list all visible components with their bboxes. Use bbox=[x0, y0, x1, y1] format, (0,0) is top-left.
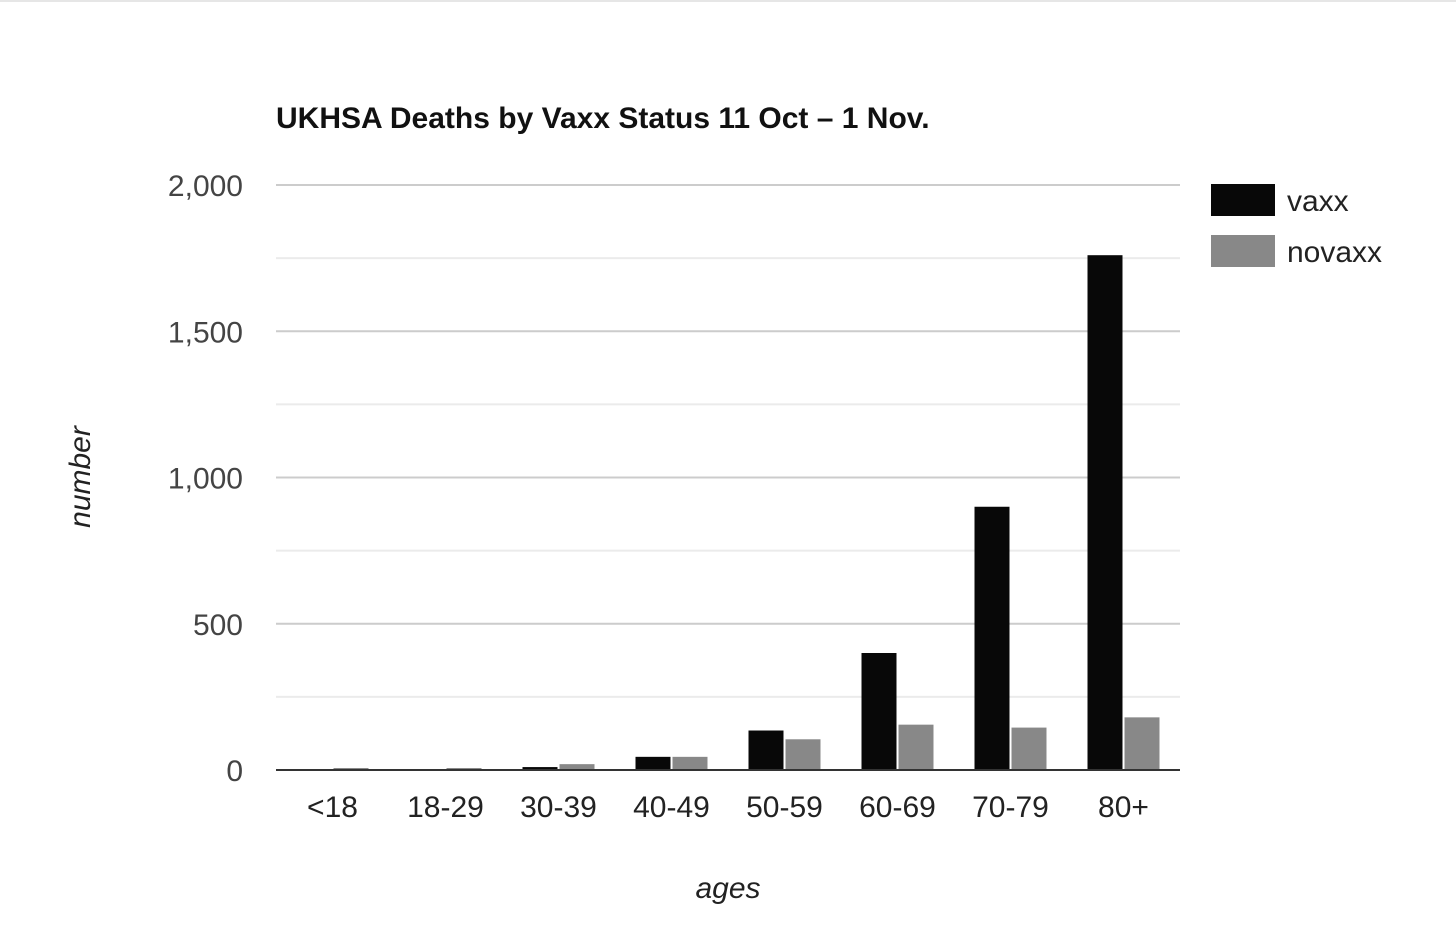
bar-vaxx bbox=[522, 767, 558, 770]
bar-vaxx bbox=[635, 756, 671, 770]
x-tick-labels: <18 18-29 30-39 40-49 50-59 60-69 70-79 80+ bbox=[307, 791, 1149, 824]
x-axis-title: ages bbox=[695, 872, 760, 905]
x-tick-label: 80+ bbox=[1098, 791, 1149, 824]
chart-title: UKHSA Deaths by Vaxx Status 11 Oct – 1 N… bbox=[276, 102, 930, 135]
y-tick-label: 2,000 bbox=[168, 170, 243, 203]
bar-novaxx bbox=[1124, 717, 1160, 770]
bar-novaxx bbox=[785, 739, 821, 770]
bar-novaxx bbox=[672, 756, 708, 770]
top-border bbox=[0, 0, 1456, 2]
x-tick-label: 70-79 bbox=[972, 791, 1049, 824]
y-tick-labels: 0 500 1,000 1,500 2,000 bbox=[168, 170, 243, 788]
bar-novaxx bbox=[898, 724, 934, 770]
bar-vaxx bbox=[1087, 255, 1123, 770]
x-tick-label: <18 bbox=[307, 791, 358, 824]
legend: vaxx novaxx bbox=[1211, 184, 1382, 269]
x-tick-label: 30-39 bbox=[520, 791, 597, 824]
x-tick-label: 60-69 bbox=[859, 791, 936, 824]
y-tick-label: 1,500 bbox=[168, 316, 243, 349]
y-tick-label: 0 bbox=[226, 755, 243, 788]
x-tick-label: 50-59 bbox=[746, 791, 823, 824]
legend-label-novaxx: novaxx bbox=[1287, 236, 1382, 269]
legend-swatch-vaxx bbox=[1211, 184, 1275, 216]
bar-vaxx bbox=[974, 506, 1010, 770]
x-tick-label: 40-49 bbox=[633, 791, 710, 824]
bar-novaxx bbox=[1011, 727, 1047, 770]
bar-vaxx bbox=[748, 730, 784, 770]
bar-novaxx bbox=[559, 764, 595, 770]
y-tick-label: 1,000 bbox=[168, 463, 243, 496]
bars bbox=[333, 255, 1160, 770]
x-tick-label: 18-29 bbox=[407, 791, 484, 824]
y-axis-title: number bbox=[64, 425, 97, 528]
legend-swatch-novaxx bbox=[1211, 235, 1275, 267]
y-tick-label: 500 bbox=[193, 609, 243, 642]
legend-label-vaxx: vaxx bbox=[1287, 185, 1349, 218]
gridlines bbox=[276, 184, 1180, 698]
bar-vaxx bbox=[861, 653, 897, 770]
